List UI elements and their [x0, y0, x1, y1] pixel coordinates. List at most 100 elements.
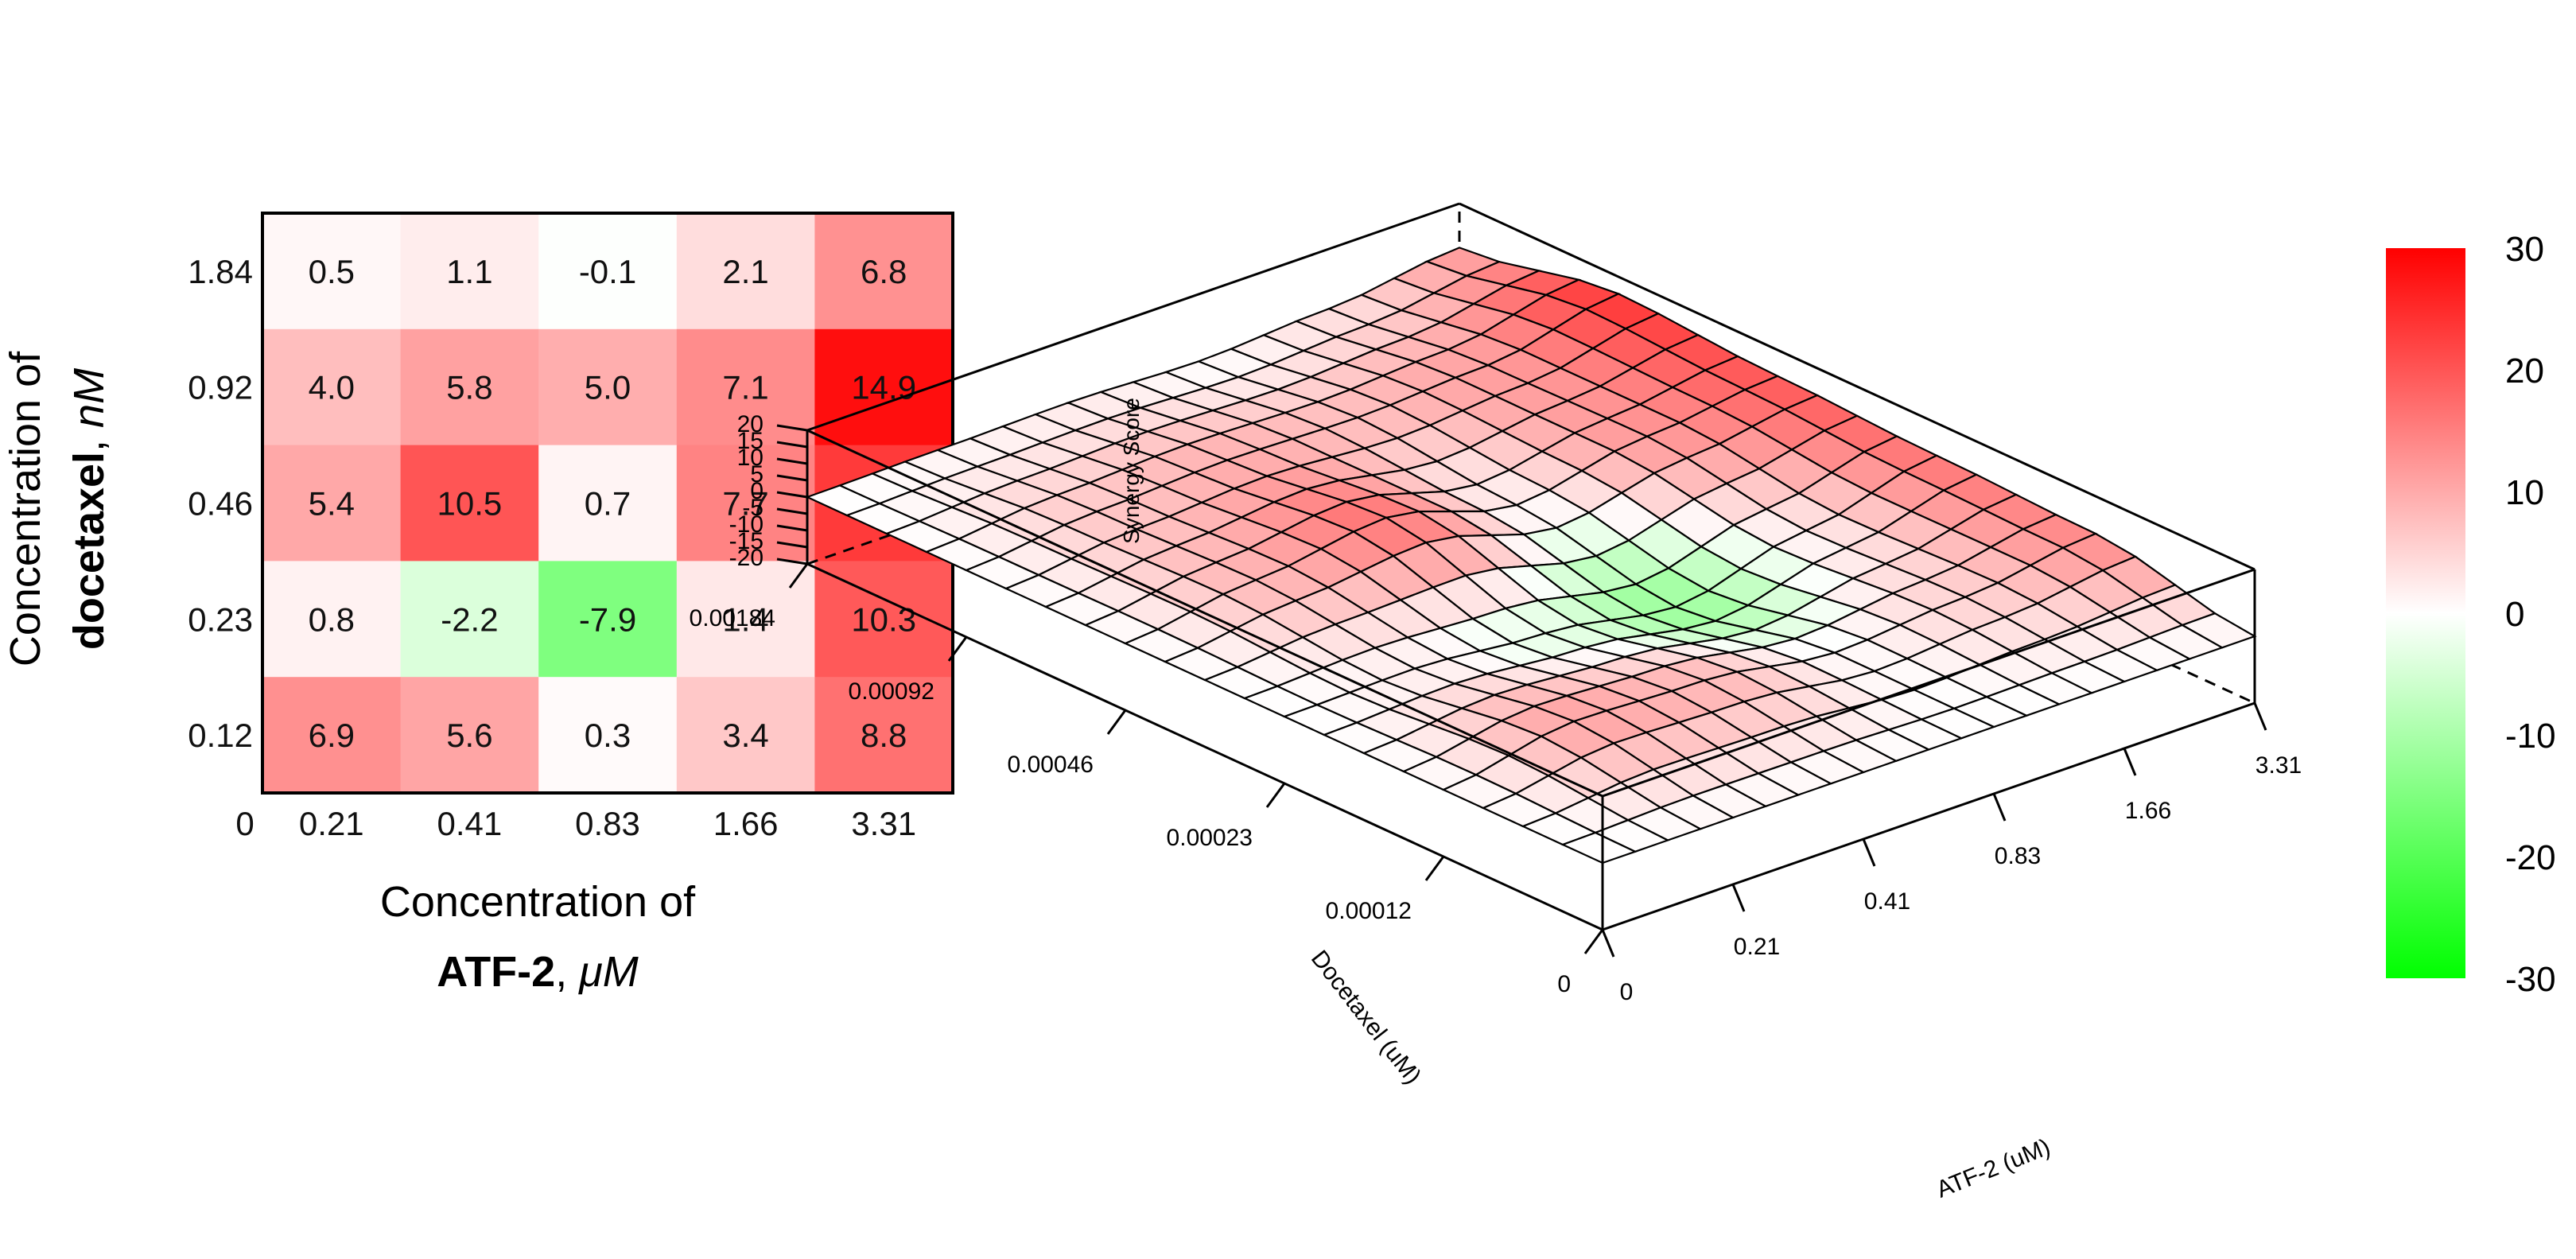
surface-y-tick	[1424, 856, 1445, 881]
heatmap-cell	[676, 561, 815, 678]
heatmap-cell-label: 10.3	[851, 600, 916, 638]
heatmap-ylabel-line1: Concentration of	[2, 351, 49, 666]
heatmap-x-tick-label: 3.31	[851, 805, 916, 842]
surface-z-tick	[776, 558, 808, 565]
heatmap-chart: 0.5 1.1 -0.1 2.1 6.8 4.0 5.8 5.0 7.1 14.9 5.4 10.5 0…	[2, 212, 954, 996]
heatmap-cell	[400, 328, 539, 446]
surface-box-edge	[806, 429, 1603, 798]
heatmap-x-tick-label: 1.66	[713, 805, 779, 842]
surface-facet	[1560, 831, 1638, 865]
surface-xlabel: ATF-2 (uM)	[1933, 1134, 2053, 1203]
surface-y-tick-label: 0.00012	[1326, 898, 1412, 924]
surface-z-tick	[776, 524, 808, 532]
surface-y-tick	[947, 636, 968, 662]
heatmap-y-tick-label: 0.12	[188, 717, 253, 754]
heatmap-x-tick-label: 0.83	[575, 805, 640, 842]
heatmap-ylabel: Concentration of docetaxel, nM	[2, 351, 113, 666]
surface-box-front	[806, 202, 2256, 931]
surface-y-ticks: 0 0.00012 0.00023 0.00046 0.00092 0.00184	[690, 563, 1604, 997]
heatmap-ylabel-line2: docetaxel, nM	[65, 368, 113, 650]
heatmap-cell	[538, 328, 678, 446]
heatmap-ylabel-bold: docetaxel	[65, 452, 113, 650]
surface-y-tick-label: 0.00184	[690, 605, 775, 631]
surface-z-tick-label: 10	[737, 445, 763, 471]
heatmap-cell-label: 1.4	[722, 600, 768, 638]
heatmap-cell-label: 0.5	[309, 253, 355, 290]
heatmap-cell	[676, 677, 815, 794]
surface-box-edge	[1602, 568, 2255, 798]
heatmap-cell	[538, 561, 678, 678]
colorbar-tick-label: -30	[2505, 960, 2556, 999]
heatmap-cell	[262, 213, 402, 330]
surface-z-tick-label: -10	[729, 511, 763, 538]
surface-z-tick-label: 0	[750, 478, 763, 504]
surface-z-tick-label: -15	[729, 528, 763, 554]
heatmap-cell-label: 0.3	[585, 717, 631, 754]
heatmap-cell-label: 7.1	[722, 369, 768, 406]
heatmap-cell-label: 14.9	[851, 369, 916, 406]
heatmap-y-ticks: 1.84 0.92 0.46 0.23 0.12	[188, 253, 253, 754]
heatmap-cells	[262, 213, 954, 794]
heatmap-cell	[676, 445, 815, 561]
heatmap-cell-label: -7.9	[579, 600, 636, 638]
heatmap-cell	[400, 445, 539, 561]
heatmap-cell	[400, 561, 539, 678]
heatmap-cell	[676, 213, 815, 330]
surface-x-tick	[1992, 793, 2007, 822]
surface-x-tick-label: 3.31	[2255, 752, 2302, 779]
surface-x-tick-label: 1.66	[2125, 798, 2171, 824]
heatmap-cell-label: 7.7	[722, 485, 768, 523]
surface-x-tick	[2253, 702, 2267, 731]
heatmap-cell-label: 5.0	[585, 369, 631, 406]
heatmap-cell-label: 6.9	[309, 717, 355, 754]
surface-mesh	[805, 247, 2257, 865]
heatmap-cell	[262, 677, 402, 794]
surface-y-tick	[1265, 783, 1286, 808]
colorbar-ticks: 30 20 10 0 -10 -20 -30	[2505, 230, 2556, 999]
heatmap-cell-label: 0.8	[309, 600, 355, 638]
heatmap-xlabel-unit: μM	[577, 948, 639, 996]
surface-x-ticks: 0 0.21 0.41 0.83 1.66 3.31	[1601, 702, 2302, 1005]
heatmap-y-tick-label: 0.46	[188, 485, 253, 523]
surface-z-tick-label: 20	[737, 411, 763, 437]
surface-x-tick	[1601, 929, 1615, 958]
surface-y-tick-label: 0.00023	[1167, 825, 1253, 851]
colorbar-tick-label: -20	[2505, 838, 2556, 877]
surface-x-tick	[2123, 748, 2137, 776]
heatmap-xlabel-bold: ATF-2	[437, 948, 555, 996]
heatmap-y-tick-label: 0.23	[188, 600, 253, 638]
heatmap-cell	[538, 677, 678, 794]
surface-z-tick-label: -20	[729, 545, 763, 571]
heatmap-x-ticks: 0 0.21 0.41 0.83 1.66 3.31	[235, 805, 916, 842]
heatmap-x-tick-label: 0.21	[299, 805, 364, 842]
heatmap-ylabel-sep: ,	[65, 428, 113, 452]
heatmap-cell-label: 8.8	[861, 717, 907, 754]
heatmap-cell-label: 5.6	[446, 717, 492, 754]
colorbar: 30 20 10 0 -10 -20 -30	[2386, 230, 2556, 999]
surface-z-tick-label: 5	[750, 461, 763, 488]
heatmap-x-tick-label: 0	[235, 805, 254, 842]
heatmap-cell-label: 3.4	[722, 717, 768, 754]
surface-x-tick	[1862, 838, 1876, 867]
surface-y-tick	[1106, 709, 1127, 735]
surface-box-edge	[806, 562, 1603, 931]
heatmap-cell	[262, 561, 402, 678]
heatmap-y-tick-label: 0.92	[188, 369, 253, 406]
heatmap-cell	[814, 213, 954, 330]
heatmap-xlabel-line1: Concentration of	[380, 878, 696, 926]
heatmap-x-tick-label: 0.41	[437, 805, 503, 842]
heatmap-cell	[538, 213, 678, 330]
heatmap-cell-label: 5.8	[446, 369, 492, 406]
surface-y-tick	[788, 563, 809, 589]
colorbar-gradient	[2386, 248, 2465, 978]
heatmap-xlabel-sep: ,	[555, 948, 579, 996]
surface-z-tick	[776, 507, 808, 515]
surface-box-edge	[806, 202, 1460, 432]
surface-box-edge	[1602, 701, 2255, 931]
colorbar-tick-label: 20	[2505, 352, 2544, 391]
surface-x-tick-label: 0.21	[1734, 934, 1780, 960]
surface-z-tick	[776, 441, 808, 449]
heatmap-cell-label: 2.1	[722, 253, 768, 290]
